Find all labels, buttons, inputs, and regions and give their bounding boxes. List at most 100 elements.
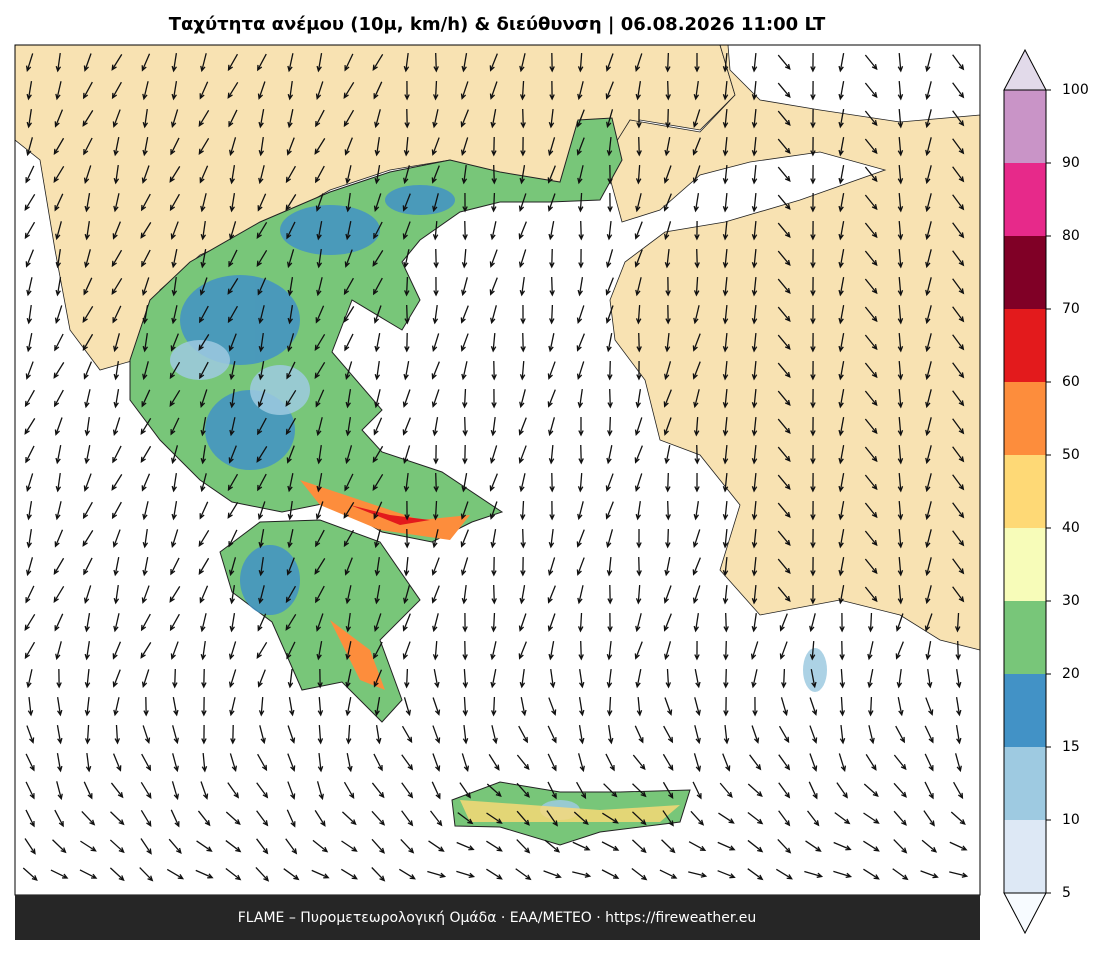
wind-arrow xyxy=(54,193,64,212)
wind-arrow xyxy=(838,221,845,241)
wind-arrow xyxy=(404,500,410,521)
wind-arrow xyxy=(838,473,845,493)
wind-arrow xyxy=(751,80,758,101)
wind-arrow xyxy=(403,697,411,717)
wind-arrow xyxy=(286,445,295,464)
wind-arrow xyxy=(864,334,878,351)
wind-arrow xyxy=(752,696,758,717)
wind-arrow xyxy=(83,585,92,605)
wind-arrow xyxy=(112,529,121,548)
wind-arrow xyxy=(403,136,410,157)
wind-arrow xyxy=(546,810,558,827)
wind-arrow xyxy=(25,473,34,493)
wind-arrow xyxy=(925,305,932,325)
wind-arrow xyxy=(662,810,674,827)
wind-arrow xyxy=(200,781,209,800)
wind-arrow xyxy=(490,669,497,689)
wind-arrow xyxy=(572,871,592,878)
wind-arrow xyxy=(404,276,410,297)
wind-arrow xyxy=(287,529,294,549)
wind-arrow xyxy=(576,361,585,381)
wind-arrow xyxy=(287,333,295,353)
wind-arrow xyxy=(897,697,904,717)
wind-arrow xyxy=(577,753,585,773)
wind-arrow xyxy=(53,137,65,156)
wind-arrow xyxy=(373,613,382,632)
wind-arrow xyxy=(461,248,468,269)
wind-arrow xyxy=(229,165,236,185)
colorbar-bin xyxy=(1004,90,1046,163)
wind-arrow xyxy=(257,53,267,72)
wind-arrow xyxy=(170,137,180,156)
wind-arrow xyxy=(605,753,615,772)
wind-arrow xyxy=(925,53,932,73)
wind-arrow xyxy=(751,332,758,353)
colorbar-bin xyxy=(1004,747,1046,820)
wind-arrow xyxy=(403,556,410,577)
wind-arrow xyxy=(897,388,904,409)
wind-arrow xyxy=(606,668,613,689)
wind-arrow xyxy=(751,192,758,213)
wind-arrow xyxy=(314,333,326,352)
wind-arrow xyxy=(371,838,385,854)
wind-arrow xyxy=(84,668,91,689)
wind-arrow xyxy=(285,194,297,211)
wind-arrow xyxy=(578,725,585,745)
wind-arrow xyxy=(664,361,672,381)
wind-arrow xyxy=(84,416,91,437)
wind-arrow xyxy=(460,333,469,352)
wind-arrow xyxy=(548,137,556,157)
wind-arrow xyxy=(199,585,209,604)
wind-arrow xyxy=(751,556,758,577)
wind-arrow xyxy=(373,81,383,100)
wind-arrow xyxy=(520,556,526,577)
wind-arrow xyxy=(314,361,326,379)
wind-arrow xyxy=(663,193,672,212)
wind-arrow xyxy=(810,528,816,549)
wind-arrow xyxy=(864,390,878,407)
wind-arrow xyxy=(26,529,33,549)
wind-arrow xyxy=(631,868,648,881)
wind-arrow xyxy=(722,444,729,465)
wind-arrow xyxy=(54,417,63,436)
wind-arrow xyxy=(897,332,904,353)
wind-arrow xyxy=(488,754,500,771)
wind-arrow xyxy=(952,82,965,99)
wind-arrow xyxy=(751,669,758,689)
wind-arrow xyxy=(925,333,932,353)
wind-arrow xyxy=(952,502,965,519)
colorbar-bin xyxy=(1004,820,1046,893)
wind-arrow xyxy=(256,221,268,239)
wind-arrow xyxy=(663,389,672,408)
wind-arrow xyxy=(343,306,355,323)
wind-arrow xyxy=(868,725,875,745)
wind-arrow xyxy=(810,472,816,493)
wind-arrow xyxy=(722,248,729,269)
colorbar-bin xyxy=(1004,601,1046,674)
wind-arrow xyxy=(777,138,791,155)
colorbar-frame xyxy=(1003,89,1047,894)
wind-arrow xyxy=(54,613,64,632)
wind-arrow xyxy=(199,389,208,408)
wind-arrow xyxy=(810,276,816,297)
wind-arrow xyxy=(432,640,439,661)
wind-arrow xyxy=(547,165,556,184)
wind-arrow xyxy=(24,389,35,408)
wind-arrow xyxy=(256,782,269,799)
wind-arrow xyxy=(341,811,357,826)
wind-arrow xyxy=(781,668,787,689)
wind-arrow xyxy=(315,389,325,408)
wind-arrow xyxy=(491,360,497,381)
wind-arrow xyxy=(24,838,36,855)
wind-arrow xyxy=(229,193,236,213)
wind-arrow xyxy=(431,781,441,800)
wind-arrow xyxy=(838,361,845,381)
wind-arrow xyxy=(747,868,764,881)
wind-arrow xyxy=(897,472,904,493)
wind-arrow xyxy=(287,753,296,772)
wind-arrow xyxy=(200,613,207,633)
wind-arrow xyxy=(833,870,853,879)
wind-arrow xyxy=(607,164,613,185)
wind-arrow xyxy=(864,586,878,603)
wind-arrow xyxy=(576,137,585,156)
